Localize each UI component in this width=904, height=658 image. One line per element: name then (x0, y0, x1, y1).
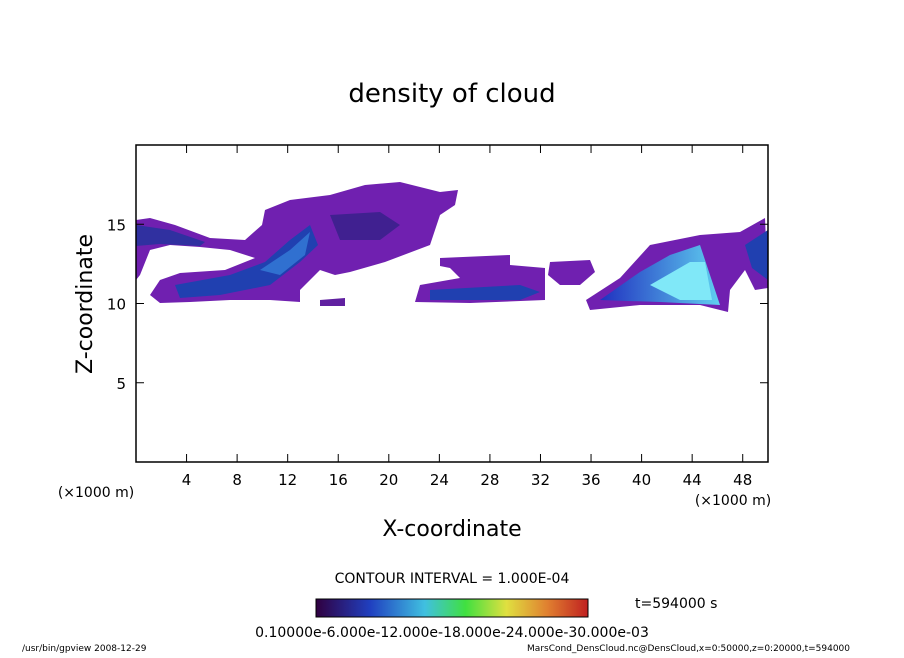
contour-interval: CONTOUR INTERVAL = 1.000E-04 (335, 571, 570, 587)
x-tick-label: 36 (581, 471, 600, 489)
x-tick-label: 48 (733, 471, 752, 489)
x-tick-label: 12 (278, 471, 297, 489)
x-tick-label: 4 (182, 471, 192, 489)
x-tick-label: 8 (232, 471, 242, 489)
x-tick-label: 28 (480, 471, 499, 489)
cloud-field (136, 182, 768, 312)
x-tick-label: 24 (430, 471, 449, 489)
x-tick-label: 32 (531, 471, 550, 489)
x-axis-label: X-coordinate (382, 517, 521, 542)
time-label: t=594000 s (635, 596, 717, 612)
x-tick-label: 16 (329, 471, 348, 489)
y-tick-label: 5 (116, 375, 126, 393)
x-unit-label-right: (×1000 m) (695, 493, 771, 509)
x-tick-label: 40 (632, 471, 651, 489)
colorbar (315, 598, 589, 618)
x-tick-label: 44 (683, 471, 702, 489)
footer-right: MarsCond_DensCloud.nc@DensCloud,x=0:5000… (527, 644, 850, 654)
x-unit-label: (×1000 m) (58, 485, 134, 501)
y-tick-label: 10 (107, 296, 126, 314)
chart-title: density of cloud (348, 79, 555, 109)
footer-left: /usr/bin/gpview 2008-12-29 (22, 644, 147, 654)
colorbar-labels: 0.10000e-6.000e-12.000e-18.000e-24.000e-… (255, 625, 649, 641)
x-tick-label: 20 (379, 471, 398, 489)
y-axis-label: Z-coordinate (73, 234, 98, 374)
y-tick-label: 15 (107, 216, 126, 234)
